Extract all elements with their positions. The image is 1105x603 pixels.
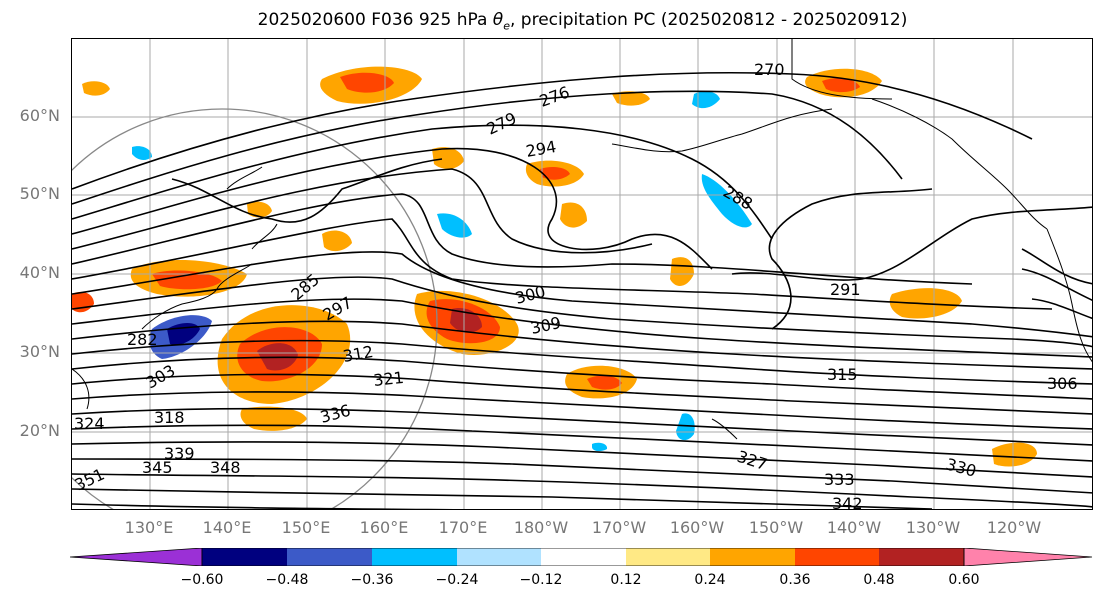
colorbar-bin-2	[287, 548, 372, 566]
theta-e-contours	[72, 71, 1092, 509]
contour-label-339: 339	[164, 444, 195, 463]
lon-label-180w: 180°W	[513, 518, 569, 537]
contour-label-315: 315	[827, 365, 858, 384]
contour-label-333: 333	[824, 470, 855, 489]
lat-label-20n: 20°N	[19, 421, 60, 440]
contour-label-303: 303	[143, 361, 179, 393]
lon-label-130e: 130°E	[124, 518, 174, 537]
colorbar-bin-4	[457, 548, 541, 566]
colorbar-extend-low	[70, 548, 203, 566]
colorbar	[70, 548, 1093, 566]
contour-label-285: 285	[287, 270, 323, 304]
colorbar-bin-6	[626, 548, 710, 566]
lon-label-140e: 140°E	[202, 518, 252, 537]
contour-label-342: 342	[832, 494, 863, 510]
map-panel: 270 276 279 282 285 288 291 294 297 300 …	[71, 38, 1093, 510]
colorbar-tick-1: −0.60	[180, 572, 224, 588]
contour-label-282: 282	[127, 330, 158, 349]
colorbar-bin-3	[372, 548, 457, 566]
precipitation-shading	[72, 66, 1037, 467]
colorbar-bin-8	[795, 548, 879, 566]
contour-label-291: 291	[830, 280, 861, 299]
colorbar-tick-7: 0.24	[694, 572, 726, 588]
contour-label-306: 306	[1047, 374, 1078, 393]
colorbar-bin-7	[710, 548, 795, 566]
colorbar-tick-4: −0.24	[435, 572, 479, 588]
colorbar-tick-9: 0.48	[863, 572, 895, 588]
lat-label-60n: 60°N	[19, 106, 60, 125]
contour-label-336: 336	[318, 401, 352, 427]
contour-label-330: 330	[944, 455, 978, 481]
lat-label-30n: 30°N	[19, 342, 60, 361]
lat-label-40n: 40°N	[19, 263, 60, 282]
lon-label-160w: 160°W	[669, 518, 725, 537]
colorbar-tick-5: −0.12	[519, 572, 563, 588]
contour-label-312: 312	[341, 342, 374, 366]
coastlines	[72, 39, 1092, 440]
lon-label-170e: 170°E	[438, 518, 488, 537]
lon-label-130w: 130°W	[905, 518, 961, 537]
colorbar-extend-high	[963, 548, 1093, 566]
colorbar-bin-5	[541, 548, 626, 566]
reference-circle	[72, 108, 438, 509]
contour-label-279: 279	[484, 108, 520, 138]
map-title: 2025020600 F036 925 hPa θe, precipitatio…	[257, 10, 908, 33]
contour-label-294: 294	[524, 137, 557, 161]
lon-label-160e: 160°E	[359, 518, 409, 537]
colorbar-tick-6: 0.12	[610, 572, 642, 588]
contour-label-348: 348	[210, 458, 241, 477]
map-canvas: 270 276 279 282 285 288 291 294 297 300 …	[72, 39, 1092, 510]
colorbar-bin-1	[202, 548, 287, 566]
contour-label-318: 318	[154, 408, 185, 427]
contour-label-345: 345	[142, 458, 173, 477]
lon-label-150e: 150°E	[281, 518, 331, 537]
contour-label-270: 270	[754, 60, 785, 79]
contour-label-309: 309	[529, 313, 563, 338]
lon-label-170w: 170°W	[591, 518, 647, 537]
colorbar-tick-3: −0.36	[350, 572, 394, 588]
lat-label-50n: 50°N	[19, 184, 60, 203]
contour-label-321: 321	[372, 368, 404, 390]
lon-label-120w: 120°W	[986, 518, 1042, 537]
theta-e-symbol: θe	[492, 10, 510, 33]
colorbar-tick-2: −0.48	[265, 572, 309, 588]
lon-label-140w: 140°W	[826, 518, 882, 537]
colorbar-tick-10: 0.60	[948, 572, 980, 588]
contour-label-324: 324	[74, 414, 105, 433]
lon-label-150w: 150°W	[748, 518, 804, 537]
contour-label-327: 327	[735, 447, 770, 475]
colorbar-bin-9	[879, 548, 964, 566]
colorbar-tick-8: 0.36	[779, 572, 811, 588]
